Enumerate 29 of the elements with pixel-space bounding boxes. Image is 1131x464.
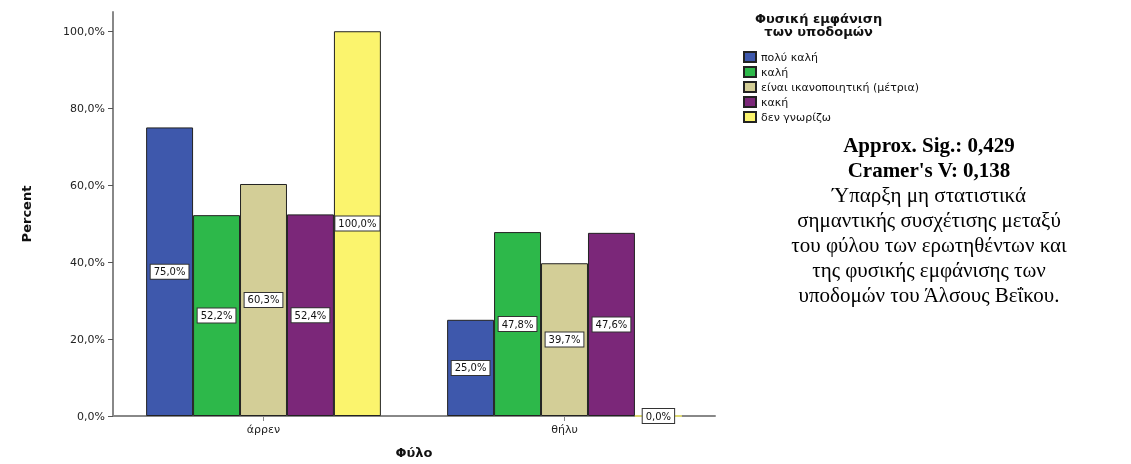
legend-label: καλή — [761, 65, 789, 79]
data-label: 25,0% — [454, 362, 487, 374]
x-tick-label: θήλυ — [551, 423, 578, 436]
y-axis-title: Percent — [19, 185, 34, 243]
y-tick-label: 20,0% — [70, 332, 105, 346]
data-label: 39,7% — [548, 334, 581, 346]
legend-title: Φυσική εμφάνιση των υποδομών — [754, 11, 883, 39]
x-axis-title: Φύλο — [395, 445, 433, 460]
legend-label: δεν γνωρίζω — [761, 110, 832, 124]
text: Approx. Sig.: 0,429 — [843, 132, 1015, 157]
data-label: 52,2% — [200, 310, 233, 322]
y-tick-label: 40,0% — [70, 255, 105, 269]
data-label: 47,8% — [501, 318, 534, 330]
y-tick-label: 100,0% — [63, 24, 105, 38]
data-label: 75,0% — [153, 266, 186, 278]
y-tick-label: 60,0% — [70, 178, 105, 192]
legend-label: κακή — [761, 95, 789, 109]
data-label: 100,0% — [338, 218, 377, 230]
text: Ύπαρξη μη στατιστικά σημαντικής συσχέτισης μεταξύ του φύλου των ερωτηθέντων και της φυσικής εμφάνισης των υποδομών του Άλσους Βεΐκου. — [791, 182, 1068, 307]
data-label: 47,6% — [595, 318, 628, 330]
legend-label: πολύ καλή — [761, 50, 818, 64]
text: Cramer's V: 0,138 — [847, 157, 1011, 182]
y-tick-label: 80,0% — [70, 101, 105, 115]
data-label: 60,3% — [247, 294, 280, 306]
data-label: 0,0% — [645, 410, 672, 422]
data-label: 52,4% — [294, 309, 327, 321]
legend-label: είναι ικανοποιητική (μέτρια) — [761, 80, 920, 94]
x-tick-label: άρρεν — [246, 423, 281, 436]
y-tick-label: 0,0% — [77, 409, 105, 423]
